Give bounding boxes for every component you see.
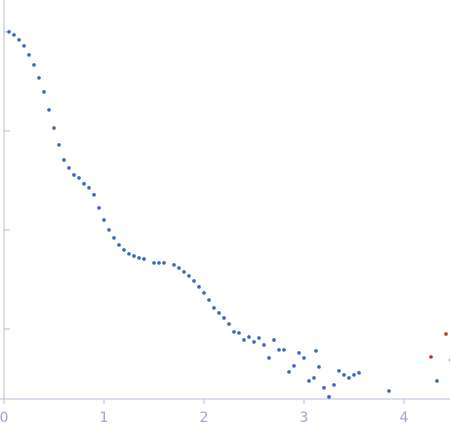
x-tick-label: 4 [400,410,409,426]
data-point [132,254,136,258]
data-point [287,370,291,374]
data-point [277,348,281,352]
x-tick-label: 1 [100,410,109,426]
data-point [227,322,231,326]
data-point [435,379,439,383]
data-point [12,33,16,37]
data-point [387,389,391,393]
data-point [212,306,216,310]
data-point [237,331,241,335]
data-point [257,336,261,340]
data-point [314,349,318,353]
data-point [342,373,346,377]
data-point [107,228,111,232]
data-point [152,261,156,265]
x-tick-label: 3 [300,410,309,426]
data-point [327,395,331,399]
data-point [247,335,251,339]
data-point [57,143,61,147]
data-point [47,108,51,112]
data-point [102,218,106,222]
data-point [82,182,86,186]
data-point [272,338,276,342]
data-point [192,279,196,283]
data-point [52,126,56,130]
data-point [17,38,21,42]
data-point [217,311,221,315]
data-point [322,386,326,390]
data-point [307,379,311,383]
data-point [347,376,351,380]
data-point [137,256,141,260]
data-point [177,266,181,270]
data-point [172,263,176,267]
data-point [352,373,356,377]
data-point [182,270,186,274]
data-point [42,90,46,94]
data-point [117,243,121,247]
data-point [122,248,126,252]
data-point [157,261,161,265]
data-point [67,166,71,170]
data-point [222,316,226,320]
data-point [32,63,36,67]
data-point [357,371,361,375]
data-point [302,356,306,360]
data-point [252,340,256,344]
data-point [317,365,321,369]
data-point [22,44,26,48]
data-point [262,343,266,347]
x-tick-label: 2 [200,410,209,426]
x-tick-label: 0 [0,410,8,426]
data-point [292,364,296,368]
data-point [332,383,336,387]
data-point [207,298,211,302]
data-point [187,274,191,278]
data-point [337,369,341,373]
data-point [202,291,206,295]
data-point [282,348,286,352]
data-point [197,285,201,289]
data-point [267,356,271,360]
data-point [429,355,433,359]
data-point [142,257,146,261]
data-point [87,186,91,190]
data-point [97,206,101,210]
data-point [112,236,116,240]
data-point [162,261,166,265]
data-point [232,330,236,334]
data-point [37,76,41,80]
data-point [27,53,31,57]
data-point [444,332,448,336]
data-point [7,30,11,34]
data-point [92,193,96,197]
data-point [72,173,76,177]
data-point [77,176,81,180]
data-point [127,252,131,256]
data-point [242,338,246,342]
data-point [312,376,316,380]
data-point [297,351,301,355]
data-point [62,158,66,162]
